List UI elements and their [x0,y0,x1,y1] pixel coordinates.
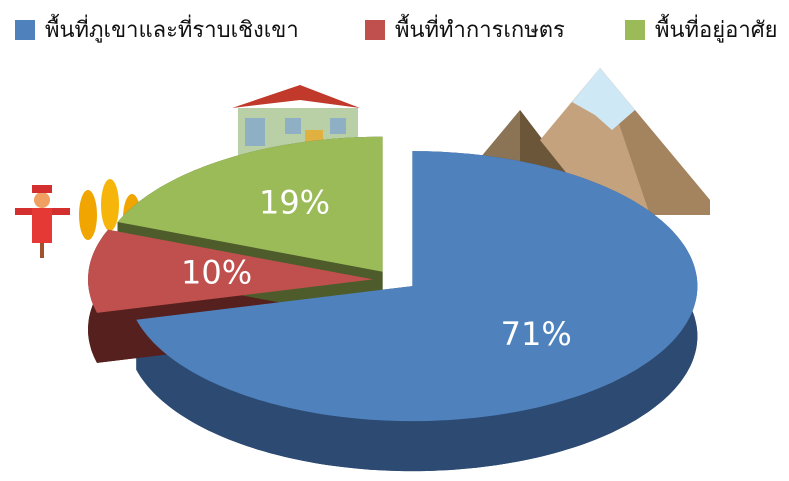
scarecrow-head [34,192,50,208]
window [285,118,301,134]
legend-label: พื้นที่ภูเขาและที่ราบเชิงเขา [45,14,299,43]
value-label: 19% [259,184,330,222]
hat [32,185,52,193]
pole [40,243,44,258]
value-label: 10% [181,253,252,291]
legend-swatch [365,20,385,40]
legend: พื้นที่ภูเขาและที่ราบเชิงเขา พื้นที่ทำการ… [15,14,778,43]
wheat [79,190,97,240]
wheat [101,179,119,231]
legend-swatch [625,20,645,40]
legend-swatch [15,20,35,40]
chart: 71%10%19% พื้นที่ภูเขาและที่ราบเชิงเขาพื… [0,0,789,481]
legend-label: พื้นที่อยู่อาศัย [655,14,778,43]
window [245,118,265,146]
legend-label: พื้นที่ทำการเกษตร [395,14,565,43]
body [32,208,52,243]
roof [232,85,360,108]
value-label: 71% [501,315,572,353]
window [330,118,346,134]
